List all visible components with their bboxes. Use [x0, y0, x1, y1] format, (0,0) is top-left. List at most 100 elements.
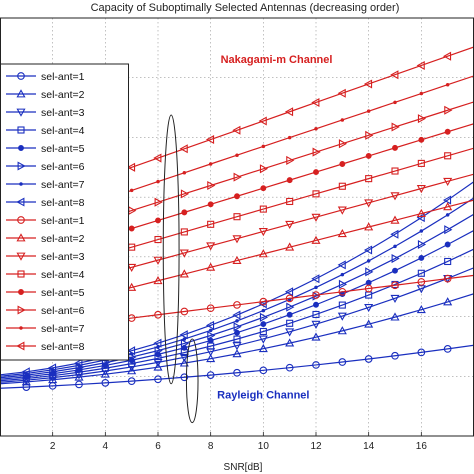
data-point — [311, 235, 321, 244]
data-point — [285, 363, 294, 372]
data-point — [206, 262, 216, 271]
data-point — [180, 307, 189, 316]
data-point — [259, 312, 269, 322]
data-point — [207, 201, 214, 208]
annotations: Nakagami-m Channel Rayleigh Channel — [162, 54, 332, 424]
data-point — [126, 162, 136, 172]
x-tick-labels: 2 4 6 8 10 12 14 16 — [50, 432, 427, 452]
data-point — [17, 270, 25, 278]
data-point — [340, 272, 345, 277]
data-point — [443, 202, 453, 211]
data-point — [286, 302, 295, 312]
data-point — [232, 342, 242, 351]
legend-label: sel-ant=5 — [41, 143, 85, 155]
data-point — [206, 371, 215, 379]
data-point — [180, 338, 190, 348]
data-point — [311, 97, 320, 108]
legend-entry: sel-ant=3 — [6, 251, 85, 263]
data-point — [129, 188, 134, 193]
data-point — [207, 180, 216, 191]
data-point — [127, 377, 136, 385]
data-point — [153, 256, 163, 265]
x-tick-label: 8 — [208, 441, 214, 452]
x-tick-label: 12 — [310, 441, 322, 452]
data-point — [233, 368, 241, 377]
data-point — [260, 185, 267, 192]
data-point — [284, 107, 294, 117]
legend-entry: sel-ant=2 — [6, 89, 85, 101]
data-point — [445, 213, 450, 217]
data-point — [365, 279, 372, 286]
data-point — [364, 222, 374, 231]
data-point — [260, 321, 267, 327]
data-point — [392, 267, 398, 274]
data-point — [337, 228, 347, 238]
legend-label: sel-ant=7 — [41, 179, 85, 191]
data-point — [101, 379, 110, 387]
data-point — [286, 155, 295, 165]
data-point — [155, 217, 161, 224]
data-point — [207, 337, 214, 344]
data-point — [182, 171, 187, 175]
legend-entry: sel-ant=6 — [6, 305, 85, 317]
data-point — [416, 208, 426, 217]
data-point — [443, 177, 453, 187]
legend-entry: sel-ant=7 — [6, 323, 85, 335]
data-point — [393, 244, 397, 249]
data-point — [365, 267, 374, 277]
legend-entry: sel-ant=6 — [6, 161, 85, 173]
data-point — [443, 274, 452, 283]
annotation-label: Rayleigh Channel — [217, 390, 309, 402]
data-point — [285, 328, 295, 337]
data-point — [286, 197, 294, 206]
data-point — [100, 369, 110, 378]
data-point — [364, 304, 374, 313]
data-point — [16, 341, 25, 351]
data-point — [206, 242, 216, 251]
legend-entry: sel-ant=8 — [6, 341, 85, 353]
data-point — [313, 301, 319, 308]
data-point — [391, 281, 399, 290]
data-point — [284, 287, 294, 297]
data-point — [181, 209, 188, 216]
data-point — [390, 192, 400, 201]
data-point — [207, 330, 216, 341]
x-tick-label: 14 — [363, 441, 375, 452]
group-ellipse-rayleigh — [185, 338, 199, 424]
legend-label: sel-ant=8 — [41, 341, 85, 353]
data-point — [363, 245, 373, 255]
data-point — [206, 353, 216, 363]
data-point — [153, 338, 162, 348]
data-point — [205, 320, 215, 330]
data-point — [364, 319, 374, 328]
data-point — [338, 279, 348, 289]
legend-label: sel-ant=6 — [41, 305, 85, 317]
data-point — [127, 282, 137, 291]
legend-entry: sel-ant=1 — [6, 215, 85, 227]
data-point — [337, 326, 347, 335]
data-point — [444, 105, 453, 115]
data-point — [390, 215, 400, 224]
data-point — [364, 284, 373, 293]
data-point — [182, 337, 187, 341]
data-point — [419, 91, 424, 96]
data-point — [233, 335, 241, 343]
data-point — [287, 135, 292, 140]
chart-title: Capacity of Suboptimally Selected Antenn… — [91, 2, 400, 14]
data-point — [21, 367, 30, 377]
data-point — [258, 116, 267, 126]
data-point — [338, 139, 348, 149]
series-rayleigh-sel-ant=8 — [0, 181, 474, 377]
data-point — [233, 213, 241, 221]
data-point — [364, 199, 374, 208]
x-tick-label: 16 — [416, 441, 428, 452]
data-point — [365, 130, 374, 140]
data-point — [312, 310, 320, 319]
data-point — [18, 145, 24, 151]
data-point — [444, 152, 452, 160]
data-point — [417, 348, 426, 357]
data-point — [232, 125, 241, 135]
data-point — [179, 144, 188, 154]
legend-entry: sel-ant=5 — [6, 143, 85, 155]
